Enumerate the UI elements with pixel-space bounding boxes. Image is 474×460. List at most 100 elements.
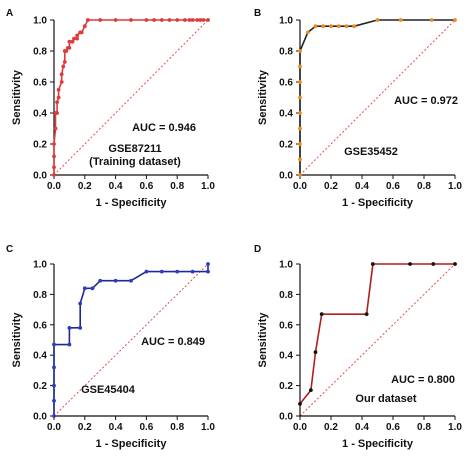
x-tick-label: 0.2 [324,422,338,433]
y-tick-label: 0.8 [33,290,47,301]
roc-panel-c: C 0.0 0.2 0.4 0.6 0.8 1.0 0.0 0.2 0.4 0.6 0.8 1.0 1 -… [6,244,215,450]
dataset-label: (Training dataset) [89,156,181,168]
x-tick-label: 0.8 [417,181,431,192]
y-tick-label: 0.4 [279,109,293,120]
y-tick-label: 1.0 [33,16,47,27]
x-tick-label: 0.4 [355,422,369,433]
x-tick-label: 0.8 [170,422,184,433]
y-tick-label: 0.0 [279,412,293,423]
roc-point [298,173,302,177]
roc-point [52,383,56,388]
roc-panel-d: D 0.0 0.2 0.4 0.6 0.8 1.0 0.0 0.2 0.4 0.6 0.8 1.0 1 -… [254,244,462,450]
panel-letter: C [6,244,13,255]
roc-point [75,36,79,41]
roc-point [195,18,200,22]
roc-point [364,312,369,317]
roc-point [431,262,436,266]
roc-point [321,24,326,29]
roc-point [298,126,302,131]
roc-point [79,30,84,35]
x-tick-label: 0.6 [386,181,400,192]
roc-point [64,49,69,53]
roc-point [344,24,349,29]
roc-point [78,325,83,330]
roc-point [201,18,206,22]
x-axis-title: 1 - Specificity [96,197,168,209]
y-tick-label: 0.4 [33,351,47,362]
y-tick-label: 0.4 [279,351,293,362]
roc-point [298,49,302,53]
reference-diagonal [299,19,456,176]
y-axis-title: Sensitivity [11,312,23,368]
roc-point [175,269,180,274]
roc-point [206,262,210,266]
y-tick-label: 0.8 [279,290,293,301]
roc-point [313,350,318,355]
roc-point [82,286,87,291]
y-tick-label: 0.0 [33,412,47,423]
roc-point [375,18,380,22]
x-tick-label: 0.8 [417,422,431,433]
roc-point [52,398,56,403]
x-tick-label: 0.4 [355,181,369,192]
y-axis-title: Sensitivity [257,312,269,368]
dataset-label: GSE87211 [108,143,161,155]
y-tick-label: 0.0 [279,171,293,182]
roc-point [298,64,302,69]
x-tick-label: 0.2 [78,422,92,433]
x-axis-title: 1 - Specificity [96,438,168,450]
roc-point [190,18,195,22]
y-tick-label: 0.8 [279,47,293,58]
roc-point [59,72,64,77]
roc-point [67,39,72,44]
roc-point [55,111,59,115]
roc-point [70,39,75,44]
roc-point [206,269,210,274]
x-tick-label: 1.0 [201,181,215,192]
dataset-label: GSE45404 [81,384,136,396]
roc-point [56,95,61,100]
roc-point [429,18,434,22]
roc-point [308,388,313,393]
x-tick-label: 0.0 [47,422,61,433]
reference-diagonal [299,263,456,417]
x-axis-title: 1 - Specificity [342,438,414,450]
roc-point [129,18,133,22]
roc-point [52,365,56,370]
x-tick-label: 0.0 [293,422,307,433]
y-tick-label: 1.0 [33,260,47,271]
y-tick-label: 0.6 [279,78,293,89]
reference-diagonal [53,19,209,176]
auc-label: AUC = 0.972 [394,95,458,107]
roc-point [167,18,172,22]
auc-label: AUC = 0.800 [391,374,455,386]
roc-point [175,18,180,22]
roc-point [408,262,412,266]
roc-point [159,269,164,274]
dataset-label: GSE35452 [344,146,398,158]
roc-point [159,18,164,22]
auc-label: AUC = 0.946 [132,122,196,134]
y-tick-label: 0.2 [279,381,293,392]
roc-point [370,262,375,266]
roc-point [206,18,210,22]
roc-point [187,18,192,22]
roc-point [67,325,72,330]
y-tick-label: 0.6 [279,320,293,331]
y-axis-title: Sensitivity [257,69,269,125]
roc-point [113,278,118,283]
y-tick-label: 1.0 [279,260,293,271]
roc-point [336,24,341,29]
roc-point [113,18,118,22]
roc-point [85,18,90,22]
x-tick-label: 0.2 [78,181,92,192]
x-tick-label: 0.0 [47,181,61,192]
roc-point [144,269,149,274]
reference-diagonal [53,263,209,417]
y-tick-label: 0.0 [33,171,47,182]
y-tick-label: 0.4 [33,109,47,120]
y-tick-label: 1.0 [279,16,293,27]
x-tick-label: 0.4 [109,422,123,433]
roc-point [152,18,157,22]
